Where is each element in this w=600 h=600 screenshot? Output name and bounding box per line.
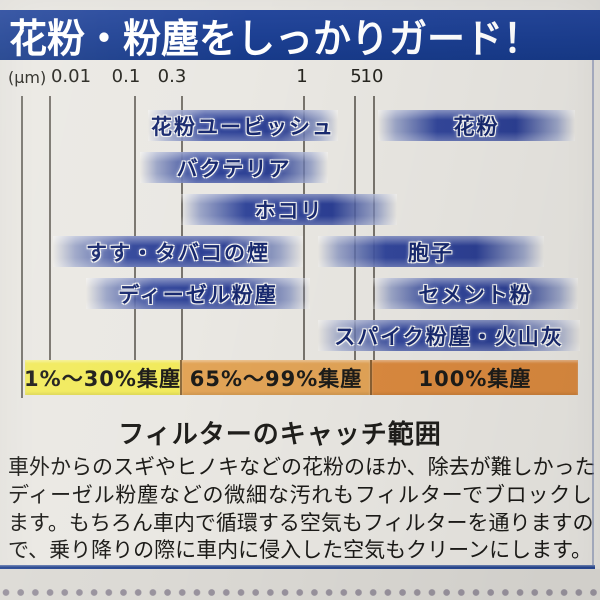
range-bar-label: スパイク粉塵・火山灰 (334, 324, 564, 349)
capture-zone-label: 100%集塵 (418, 366, 532, 391)
body-text-line: ます。もちろん車内で循環する空気もフィルターを通りますの (8, 511, 594, 535)
range-bar: 花粉ユービッシュ (148, 110, 338, 141)
header-title: 花粉・粉塵をしっかりガード！ (9, 15, 542, 62)
range-bar: 花粉 (378, 110, 575, 141)
axis-gridline (373, 96, 375, 360)
range-bar: バクテリア (140, 152, 328, 183)
range-bar-label: ディーゼル粉塵 (118, 282, 278, 307)
range-bar-label: 胞子 (408, 240, 454, 265)
chart-caption-title: フィルターのキャッチ範囲 (118, 420, 442, 450)
axis-gridline (354, 96, 356, 360)
body-text-line: 車外からのスギやヒノキなどの花粉のほか、除去が難しかった (8, 455, 596, 479)
panel-right-border (592, 60, 594, 566)
range-bar-label: 花粉ユービッシュ (151, 114, 335, 139)
axis-gridline (134, 96, 136, 360)
axis-gridline (303, 96, 305, 360)
body-text-line: ディーゼル粉塵などの微細な汚れもフィルターでブロックし (8, 483, 592, 507)
capture-zone: 1%〜30%集塵 (24, 360, 181, 395)
axis-tick-label: 1 (296, 66, 308, 87)
axis-tick-label: 0.1 (111, 66, 141, 87)
capture-zone-label: 65%〜99%集塵 (189, 366, 363, 391)
range-bar: スパイク粉塵・火山灰 (318, 320, 580, 351)
range-bar-label: すす・タバコの煙 (86, 240, 270, 265)
axis-unit-label: (μm) (8, 68, 47, 87)
axis-tick-label: 10 (360, 66, 384, 87)
range-bar-label: ホコリ (254, 198, 324, 223)
range-bar: セメント粉 (373, 278, 578, 309)
range-bar-label: バクテリア (176, 156, 292, 181)
dot-border-pattern (2, 588, 598, 597)
range-bar-label: 花粉 (453, 114, 500, 139)
range-bar-label: セメント粉 (418, 282, 533, 307)
axis-tick-label: 5 (350, 66, 362, 87)
range-bar: 胞子 (318, 236, 544, 267)
range-bar: すす・タバコの煙 (53, 236, 303, 267)
range-bar: ホコリ (181, 194, 397, 225)
capture-zone: 65%〜99%集塵 (180, 360, 370, 395)
body-text-line: で、乗り降りの際に車内に侵入した空気もクリーンにします。 (8, 538, 593, 562)
axis-gridline (181, 96, 183, 360)
axis-tick-label: 0.3 (157, 66, 187, 87)
axis-tick-label: 0.01 (50, 66, 92, 87)
header-banner: 花粉・粉塵をしっかりガード！ (0, 10, 600, 62)
panel-bottom-border (0, 565, 595, 569)
capture-zone-label: 1%〜30%集塵 (24, 366, 181, 391)
range-bar: ディーゼル粉塵 (86, 278, 310, 309)
axis-gridline (49, 96, 51, 360)
axis-gridline (21, 96, 23, 398)
capture-zone: 100%集塵 (370, 360, 578, 395)
